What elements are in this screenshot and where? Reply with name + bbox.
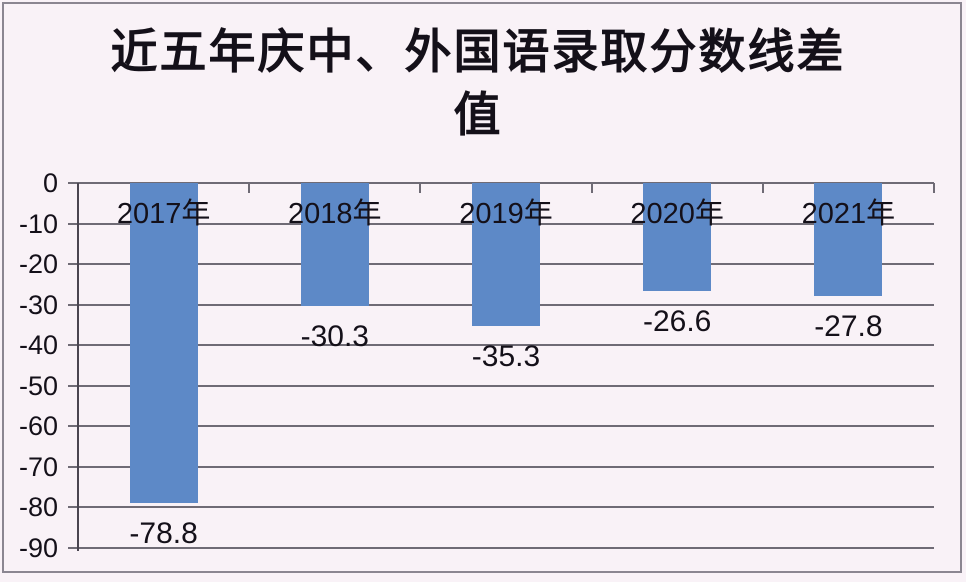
category-label-2018年: 2018年 bbox=[288, 198, 382, 230]
gridline-y-40 bbox=[68, 344, 934, 347]
y-tick-label--10: -10 bbox=[18, 208, 58, 239]
y-tick-label--60: -60 bbox=[18, 411, 58, 442]
value-label-2021年: -27.8 bbox=[814, 309, 883, 343]
gridline-y-70 bbox=[68, 465, 934, 468]
gridline-y-50 bbox=[68, 384, 934, 387]
y-axis-line bbox=[77, 183, 79, 551]
category-label-2017年: 2017年 bbox=[116, 198, 211, 230]
category-tick-3 bbox=[590, 183, 593, 193]
bar-2020年 bbox=[643, 183, 712, 291]
y-tick-label--30: -30 bbox=[18, 289, 58, 320]
y-tick-label--80: -80 bbox=[18, 492, 58, 523]
chart-title: 近五年庆中、外国语录取分数线差 值 bbox=[0, 22, 956, 148]
category-tick-4 bbox=[761, 183, 764, 193]
chart-title-line-1: 近五年庆中、外国语录取分数线差 bbox=[110, 27, 846, 79]
bar-2017年 bbox=[129, 183, 198, 503]
value-label-2018年: -30.3 bbox=[300, 319, 369, 353]
y-tick-label--40: -40 bbox=[18, 330, 58, 361]
bar-2019年 bbox=[472, 183, 540, 327]
value-label-2019年: -35.3 bbox=[471, 340, 541, 374]
category-label-2019年: 2019年 bbox=[459, 198, 553, 230]
gridline-y-90 bbox=[68, 547, 934, 549]
value-label-2020年: -26.6 bbox=[642, 304, 712, 338]
category-tick-1 bbox=[248, 183, 251, 193]
y-tick-label--70: -70 bbox=[18, 451, 58, 482]
bar-2018年 bbox=[300, 183, 369, 306]
bar-2021年 bbox=[814, 183, 883, 296]
y-tick-label--90: -90 bbox=[18, 533, 58, 563]
category-tick-2 bbox=[419, 183, 422, 193]
value-label-2017年: -78.8 bbox=[129, 516, 198, 550]
category-tick-5 bbox=[933, 183, 935, 193]
y-tick-label--20: -20 bbox=[18, 249, 58, 280]
gridline-y-60 bbox=[68, 425, 934, 428]
gridline-y-80 bbox=[68, 506, 934, 509]
category-label-2021年: 2021年 bbox=[801, 198, 896, 230]
y-tick-label--50: -50 bbox=[18, 370, 58, 401]
y-tick-label-0: 0 bbox=[42, 168, 58, 198]
category-label-2020年: 2020年 bbox=[630, 198, 724, 230]
chart-title-line-2: 值 bbox=[453, 90, 503, 142]
